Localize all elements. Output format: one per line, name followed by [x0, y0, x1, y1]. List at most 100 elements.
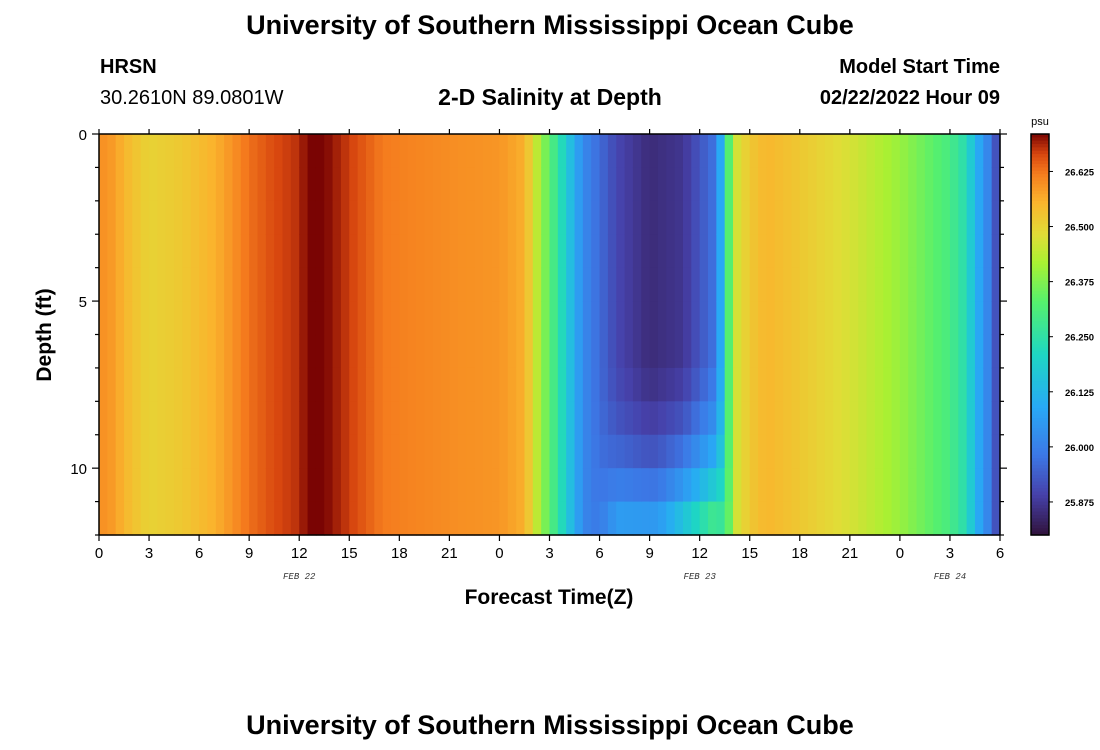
heatmap-cell — [866, 468, 876, 503]
heatmap-cell — [374, 501, 384, 536]
heatmap-cell — [899, 234, 909, 269]
heatmap-cell — [674, 501, 684, 536]
heatmap-cell — [641, 200, 651, 235]
heatmap-cell — [140, 301, 150, 336]
heatmap-cell — [99, 434, 108, 469]
heatmap-cell — [916, 167, 926, 202]
heatmap-cell — [591, 234, 601, 269]
heatmap-cell — [149, 401, 158, 436]
heatmap-cell — [649, 301, 659, 336]
heatmap-cell — [532, 367, 542, 402]
heatmap-cell — [224, 200, 234, 235]
heatmap-cell — [949, 301, 959, 336]
heatmap-cell — [924, 468, 934, 503]
heatmap-cell — [541, 334, 551, 369]
heatmap-cell — [407, 434, 417, 469]
heatmap-cell — [232, 367, 242, 402]
heatmap-cell — [165, 267, 175, 302]
colorbar-segment — [1031, 247, 1049, 252]
heatmap-cell — [891, 367, 901, 402]
heatmap-cell — [849, 301, 859, 336]
colorbar-segment — [1031, 361, 1049, 366]
heatmap-cell — [124, 301, 133, 336]
heatmap-cell — [541, 167, 551, 202]
heatmap-cell — [649, 200, 659, 235]
x-tick-label: 6 — [595, 545, 603, 562]
heatmap-cell — [733, 501, 742, 536]
heatmap-cell — [432, 468, 442, 503]
colorbar-segment — [1031, 274, 1049, 279]
heatmap-cell — [215, 234, 225, 269]
heatmap-cell — [299, 234, 309, 269]
colorbar-segment — [1031, 448, 1049, 453]
heatmap-cell — [699, 501, 709, 536]
heatmap-cell — [899, 134, 909, 169]
heatmap-cell — [507, 234, 517, 269]
heatmap-cell — [265, 134, 275, 169]
heatmap-cell — [849, 434, 859, 469]
heatmap-cell — [115, 167, 125, 202]
heatmap-cell — [265, 367, 275, 402]
heatmap-cell — [132, 334, 142, 369]
heatmap-cell — [774, 401, 784, 436]
heatmap-cell — [574, 468, 584, 503]
heatmap-cell — [374, 167, 384, 202]
heatmap-cell — [724, 501, 734, 536]
heatmap-cell — [441, 367, 450, 402]
colorbar-segment — [1031, 237, 1049, 242]
heatmap-cell — [157, 234, 167, 269]
heatmap-cell — [207, 501, 217, 536]
colorbar-unit: psu — [1031, 116, 1049, 128]
colorbar-segment — [1031, 301, 1049, 306]
heatmap-cell — [466, 301, 476, 336]
heatmap-cell — [708, 468, 717, 503]
heatmap-cell — [357, 401, 367, 436]
heatmap-cell — [374, 301, 384, 336]
heatmap-cell — [340, 401, 350, 436]
colorbar-segment — [1031, 194, 1049, 199]
heatmap-cell — [199, 334, 209, 369]
heatmap-cell — [491, 267, 501, 302]
heatmap-cell — [607, 301, 617, 336]
heatmap-cell — [766, 367, 776, 402]
heatmap-cell — [499, 267, 509, 302]
heatmap-cell — [607, 468, 617, 503]
colorbar-segment — [1031, 157, 1049, 162]
heatmap-cell — [791, 200, 801, 235]
heatmap-cell — [132, 501, 142, 536]
heatmap-cell — [274, 167, 284, 202]
colorbar-segment — [1031, 334, 1049, 339]
heatmap-cell — [716, 267, 726, 302]
heatmap-cell — [382, 234, 392, 269]
heatmap-cell — [716, 501, 726, 536]
heatmap-cell — [566, 200, 576, 235]
heatmap-cell — [891, 134, 901, 169]
heatmap-cell — [641, 501, 651, 536]
heatmap-cell — [607, 434, 617, 469]
heatmap-cell — [99, 134, 108, 169]
heatmap-cell — [107, 501, 117, 536]
heatmap-cell — [441, 234, 450, 269]
heatmap-cell — [207, 167, 217, 202]
heatmap-cell — [649, 167, 659, 202]
heatmap-cell — [140, 134, 150, 169]
heatmap-cell — [390, 200, 400, 235]
x-tick-label: 12 — [291, 545, 308, 562]
heatmap-cell — [783, 367, 793, 402]
heatmap-cell — [382, 434, 392, 469]
heatmap-cell — [858, 200, 868, 235]
heatmap-cell — [933, 367, 943, 402]
heatmap-cell — [324, 501, 334, 536]
heatmap-cell — [107, 434, 117, 469]
heatmap-cell — [107, 301, 117, 336]
colorbar-segment — [1031, 518, 1049, 523]
heatmap-cell — [582, 501, 592, 536]
heatmap-cell — [841, 367, 851, 402]
heatmap-cell — [466, 267, 476, 302]
heatmap-cell — [758, 301, 767, 336]
heatmap-cell — [190, 234, 200, 269]
heatmap-cell — [908, 134, 918, 169]
heatmap-cell — [824, 468, 834, 503]
heatmap-cell — [733, 134, 742, 169]
heatmap-cell — [674, 267, 684, 302]
